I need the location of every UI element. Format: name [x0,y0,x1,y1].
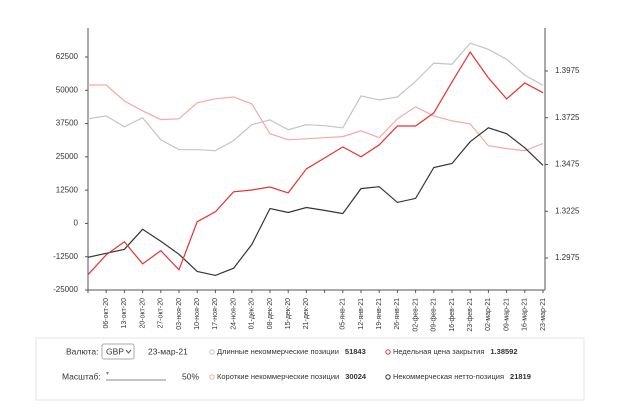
y2-tick-label: 1.3725 [555,113,580,122]
x-tick-label: 13-окт-20 [121,298,128,329]
x-tick-label: 16-фев-21 [449,298,456,332]
x-tick-label: 16-мар-21 [522,298,529,331]
legend-marker [209,349,215,355]
series-line [87,51,544,276]
y2-tick-label: 1.2975 [555,253,580,262]
x-tick-label: 24-ноя-20 [230,298,237,330]
slider-handle[interactable] [106,372,109,375]
scale-label: Масштаб: [62,371,101,381]
series-line [87,127,544,277]
legend-label: Недельная цена закрытия [393,347,484,356]
x-tick-label: 09-мар-21 [503,298,510,331]
x-tick-label: 15-дек-20 [285,298,292,329]
y2-tick-label: 1.3225 [555,206,580,215]
currency-label: Валюта: [66,346,98,356]
y-tick-label: -12500 [53,252,78,261]
legend-label: Длинные некоммерческие позиции [217,347,339,356]
x-tick-label: 02-фев-21 [412,298,419,332]
legend-label: Короткие некоммерческие позиции [217,372,339,381]
legend-value: 1.38592 [490,347,517,356]
x-tick-label: 21-дек-20 [303,298,310,329]
x-tick-label: 26-янв-21 [394,298,401,330]
x-tick-label: 12-янв-21 [358,298,365,330]
y-tick-label: 50000 [56,85,79,94]
y-tick-label: 62500 [56,52,79,61]
y-tick-label: 0 [74,219,79,228]
x-tick-label: 27-окт-20 [158,298,165,329]
x-tick-label: 23-мар-21 [540,298,547,331]
legend-label: Некоммерческая нетто-позиция [393,372,504,381]
series-line [87,42,544,152]
y2-tick-label: 1.3475 [555,160,580,169]
legend-value: 30024 [345,372,367,381]
date: 23-мар-21 [148,346,188,356]
select-arrow [125,349,132,354]
x-tick-label: 17-ноя-20 [212,298,219,330]
legend-value: 21819 [510,372,531,381]
x-tick-label: 08-дек-20 [267,298,274,329]
y2-tick-label: 1.3975 [555,66,580,75]
x-tick-label: 05-янв-21 [340,298,347,330]
y-tick-label: 12500 [56,185,79,194]
x-tick-label: 01-дек-20 [249,298,256,329]
x-tick-label: 10-ноя-20 [194,298,201,330]
x-tick-label: 06-окт-20 [103,298,110,329]
legend-marker [209,374,215,380]
currency-select[interactable] [101,343,135,360]
series-line [88,84,544,152]
x-tick-label: 02-мар-21 [485,298,492,331]
y-tick-label: 25000 [56,152,79,161]
currency-value[interactable]: GBP [106,346,124,356]
x-tick-label: 09-фев-21 [431,298,438,332]
x-tick-label: 03-ноя-20 [176,298,183,330]
legend-value: 51843 [345,347,366,356]
x-tick-label: 20-окт-20 [139,298,146,329]
scale-value: 50% [182,371,199,381]
y-tick-label: 37500 [56,119,79,128]
x-tick-label: 19-янв-21 [376,298,383,330]
legend-marker [385,374,391,380]
x-tick-label: 23-фев-21 [467,298,474,332]
y-tick-label: -25000 [53,285,78,294]
legend-marker [385,349,391,355]
